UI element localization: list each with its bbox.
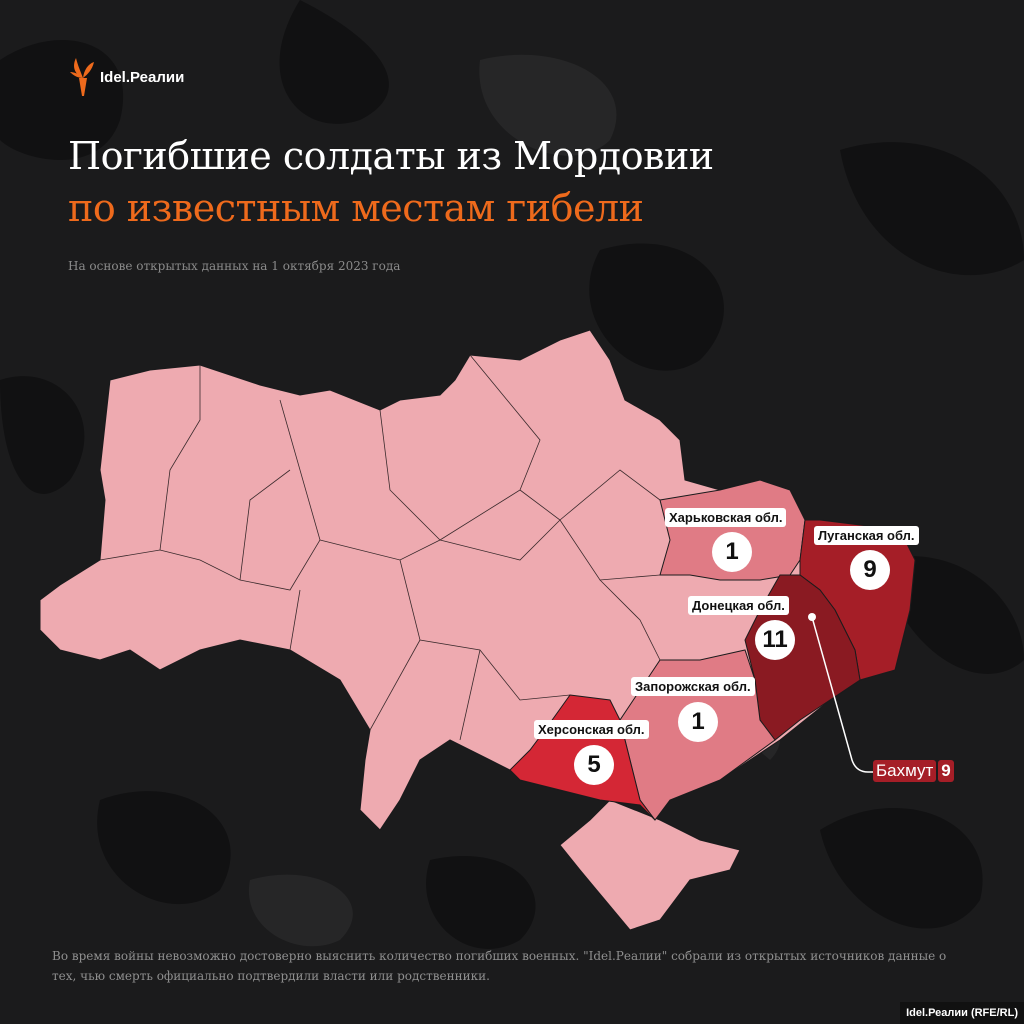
count-kharkiv: 1 xyxy=(712,532,752,572)
region-label-zaporizhzhia: Запорожская обл. xyxy=(631,677,755,696)
count-zaporizhzhia: 1 xyxy=(678,702,718,742)
title-line-1: Погибшие солдаты из Мордовии xyxy=(68,134,714,178)
count-kherson: 5 xyxy=(574,745,614,785)
count-donetsk: 11 xyxy=(755,620,795,660)
region-donetsk xyxy=(744,574,861,741)
brand-logo: Idel.Реалии xyxy=(70,56,184,98)
region-label-donetsk: Донецкая обл. xyxy=(688,596,789,615)
region-borders xyxy=(99,354,661,741)
bakhmut-leader-line xyxy=(811,616,873,773)
torch-logo-icon xyxy=(70,58,94,96)
subtitle: На основе открытых данных на 1 октября 2… xyxy=(68,259,401,273)
bakhmut-count: 9 xyxy=(938,760,954,782)
count-luhansk: 9 xyxy=(850,550,890,590)
bakhmut-callout: Бахмут 9 xyxy=(873,760,954,782)
region-label-kharkiv: Харьковская обл. xyxy=(665,508,787,527)
logo-text: Idel.Реалии xyxy=(100,68,185,86)
region-label-luhansk: Луганская обл. xyxy=(814,526,919,545)
title-line-2: по известным местам гибели xyxy=(68,186,644,230)
credit: Idel.Реалии (RFE/RL) xyxy=(900,1002,1024,1024)
footnote: Во время войны невозможно достоверно выя… xyxy=(52,949,947,983)
region-label-kherson: Херсонская обл. xyxy=(534,720,649,739)
bakhmut-label: Бахмут xyxy=(873,760,937,782)
page-title: Погибшие солдаты из Мордовии по известны… xyxy=(68,130,714,234)
bakhmut-marker xyxy=(808,613,816,621)
crimea xyxy=(559,799,741,931)
